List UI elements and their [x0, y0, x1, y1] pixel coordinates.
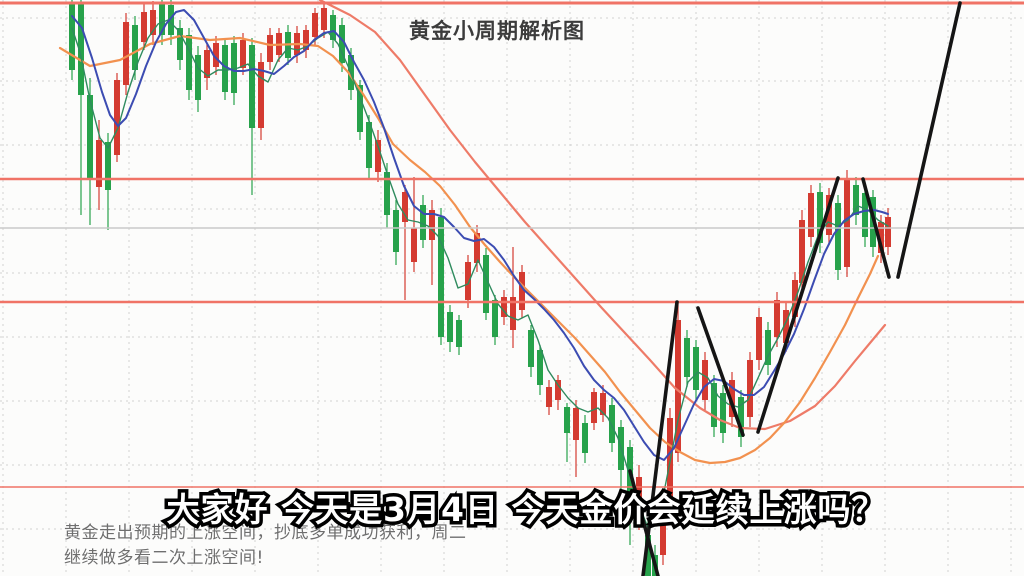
chart-title: 黄金小周期解析图 — [409, 19, 585, 43]
analyst-note-line-2: 继续做多看二次上涨空间! — [64, 548, 264, 568]
video-subtitle: 大家好 今天是3月4日 今天金价会延续上涨吗？ 大家好 今天是3月4日 今天金价… — [14, 483, 1024, 533]
subtitle-text: 大家好 今天是3月4日 今天金价会延续上涨吗？ — [166, 490, 886, 529]
subtitle-outline: 大家好 今天是3月4日 今天金价会延续上涨吗？ — [163, 487, 888, 533]
analyst-note: 黄金走出预期的上涨空间，抄底多单成功获利，周二 继续做多看二次上涨空间! — [64, 521, 467, 571]
analyst-note-line-1: 黄金走出预期的上涨空间，抄底多单成功获利，周二 — [64, 523, 467, 543]
